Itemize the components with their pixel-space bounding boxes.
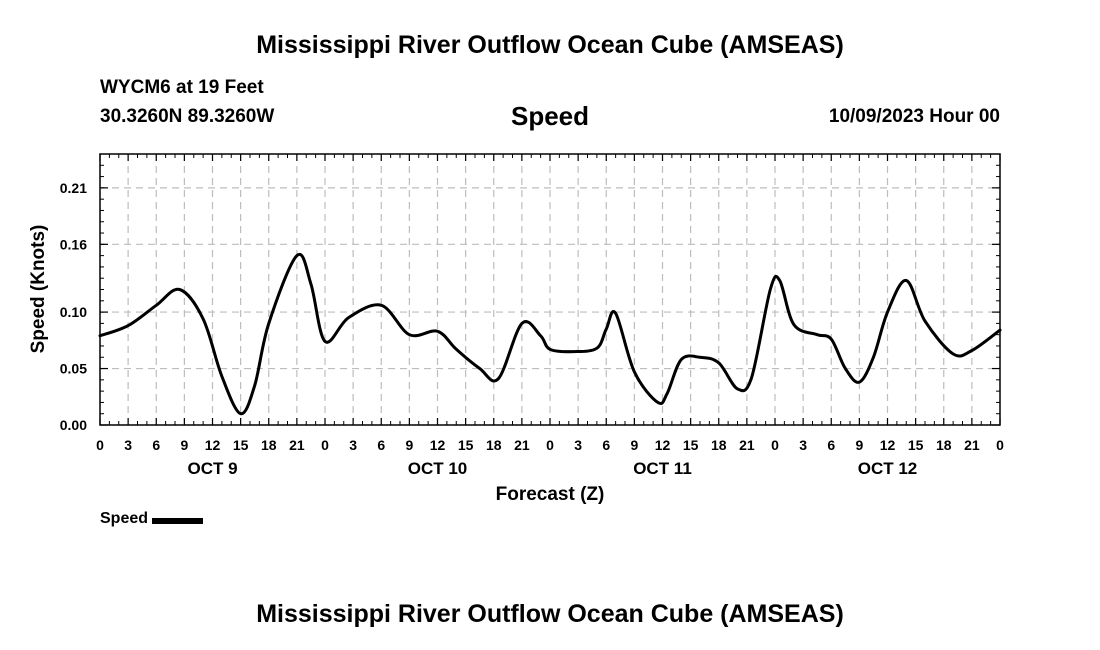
x-tick-label: 12 — [205, 437, 221, 453]
x-tick-label: 15 — [683, 437, 699, 453]
y-tick-labels: 0.00 0.05 0.10 0.16 0.21 — [60, 180, 87, 433]
x-tick-label: 21 — [514, 437, 530, 453]
y-tick-label: 0.00 — [60, 417, 87, 433]
x-tick-label: 9 — [180, 437, 188, 453]
y-tick-label: 0.16 — [60, 236, 87, 252]
x-tick-label: 0 — [96, 437, 104, 453]
legend-label: Speed — [100, 510, 149, 527]
x-tick-label: 0 — [996, 437, 1004, 453]
chart-title: Mississippi River Outflow Ocean Cube (AM… — [256, 31, 844, 59]
x-tick-label: 0 — [546, 437, 554, 453]
x-tick-label: 0 — [321, 437, 329, 453]
x-axis-label: Forecast (Z) — [496, 484, 605, 505]
grid-layer — [100, 154, 1000, 425]
coordinates-label: 30.3260N 89.3260W — [100, 106, 275, 127]
y-axis-label: Speed (Knots) — [28, 225, 49, 354]
x-tick-label: 21 — [739, 437, 755, 453]
legend: Speed — [100, 510, 204, 528]
speed-series-line — [98, 252, 1002, 416]
day-labels: OCT 9 OCT 10 OCT 11 OCT 12 — [187, 459, 917, 478]
x-tick-label: 3 — [124, 437, 132, 453]
x-tick-label: 9 — [630, 437, 638, 453]
day-label: OCT 10 — [408, 459, 468, 478]
y-tick-label: 0.21 — [60, 180, 87, 196]
day-label: OCT 11 — [633, 459, 692, 478]
x-tick-label: 18 — [711, 437, 727, 453]
y-tick-label: 0.10 — [60, 304, 87, 320]
x-tick-label: 6 — [827, 437, 835, 453]
x-tick-label: 6 — [377, 437, 385, 453]
x-tick-label: 9 — [855, 437, 863, 453]
day-label: OCT 12 — [858, 459, 918, 478]
x-tick-label: 21 — [964, 437, 980, 453]
chart-subtitle: Speed — [510, 101, 590, 131]
x-tick-label: 15 — [908, 437, 924, 453]
chart-title-bottom: Mississippi River Outflow Ocean Cube (AM… — [256, 600, 844, 628]
day-label: OCT 9 — [187, 459, 237, 478]
x-tick-label: 21 — [289, 437, 305, 453]
x-tick-label: 12 — [880, 437, 896, 453]
x-tick-label: 0 — [771, 437, 779, 453]
x-tick-label: 6 — [602, 437, 610, 453]
x-tick-label: 3 — [574, 437, 582, 453]
forecast-datetime: 10/09/2023 Hour 00 — [828, 106, 1000, 127]
x-tick-label: 18 — [486, 437, 502, 453]
x-tick-label: 3 — [349, 437, 357, 453]
plot-frame — [99, 153, 1001, 426]
y-tick-label: 0.05 — [60, 361, 87, 377]
x-tick-label: 3 — [799, 437, 807, 453]
x-tick-labels: 0 3 6 9 12 15 18 21 0 3 6 9 12 15 18 21 0 3 6 9 12 15 18 21 0 3 6 9… — [96, 437, 1004, 453]
x-tick-label: 12 — [655, 437, 671, 453]
x-tick-label: 18 — [261, 437, 277, 453]
x-tick-label: 6 — [152, 437, 160, 453]
x-tick-label: 18 — [936, 437, 952, 453]
station-label: WYCM6 at 19 Feet — [100, 77, 264, 98]
legend-swatch — [152, 517, 204, 524]
x-tick-label: 12 — [430, 437, 446, 453]
x-tick-label: 15 — [458, 437, 474, 453]
x-tick-label: 15 — [233, 437, 249, 453]
x-tick-label: 9 — [405, 437, 413, 453]
